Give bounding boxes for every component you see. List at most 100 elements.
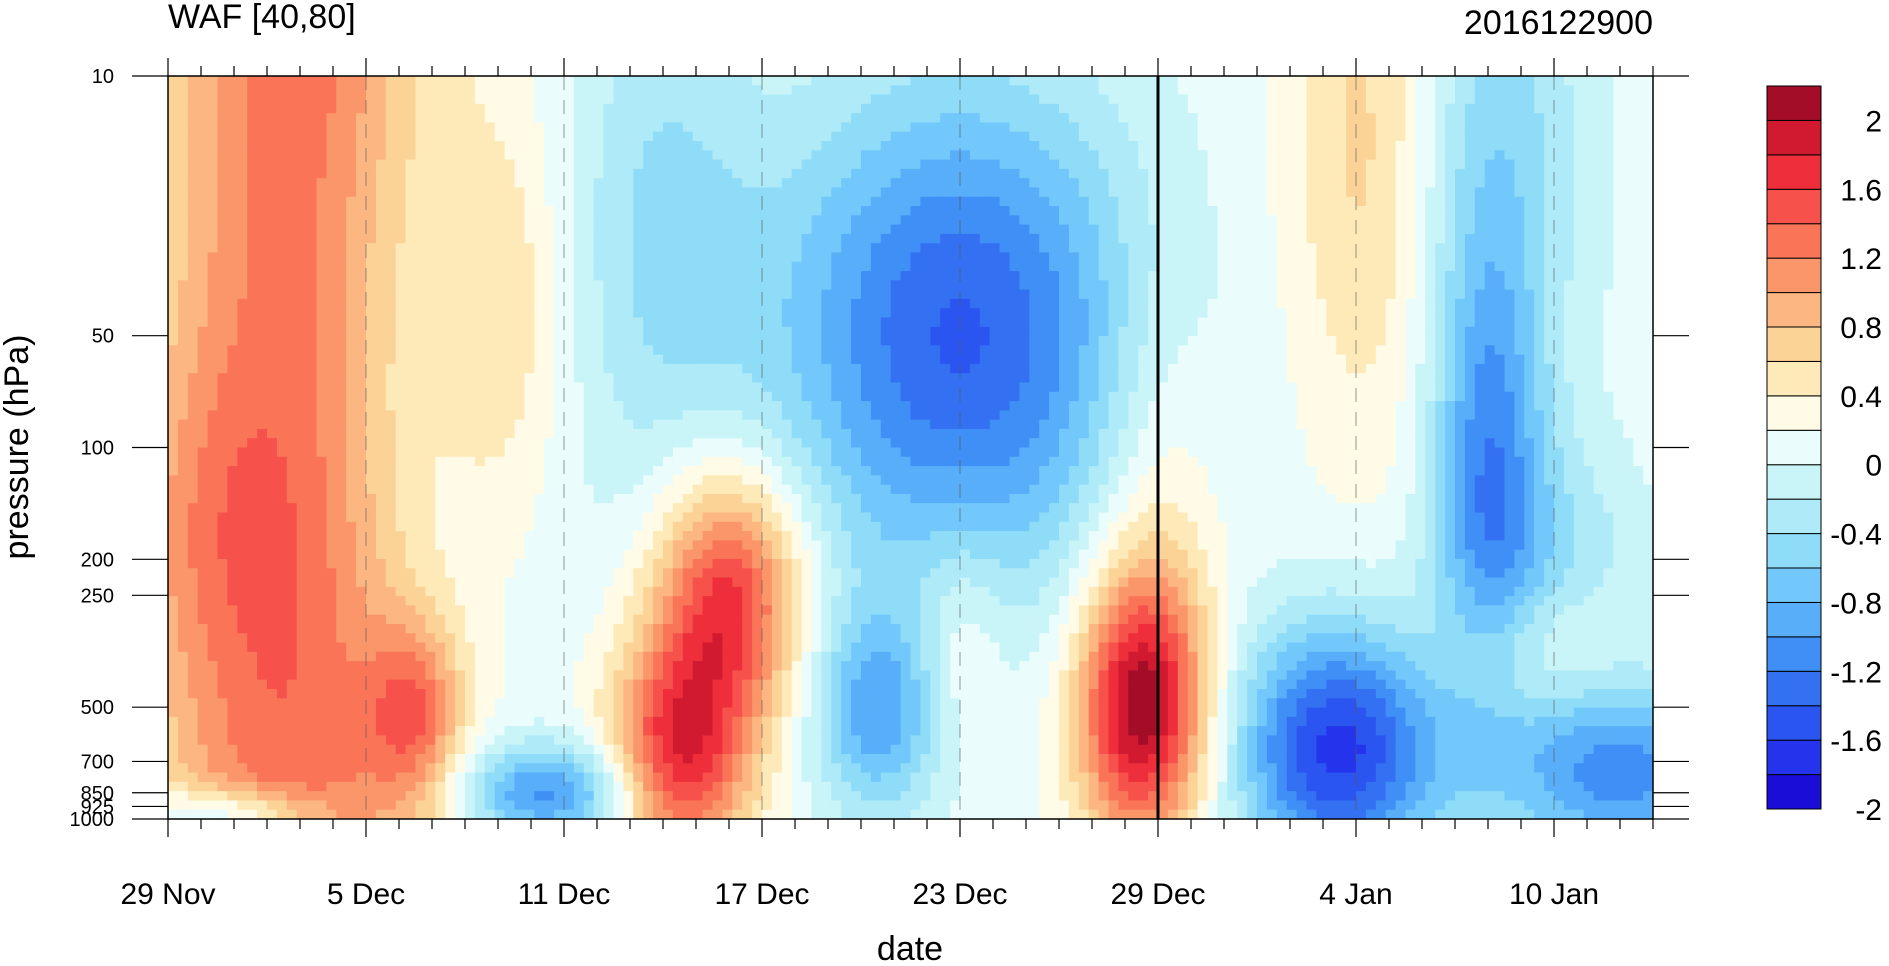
- field-cell: [504, 233, 516, 244]
- field-cell: [554, 456, 565, 467]
- field-cell: [187, 521, 199, 532]
- field-cell: [653, 596, 664, 606]
- field-cell: [187, 549, 199, 560]
- field-cell: [187, 679, 199, 690]
- field-cell: [445, 456, 456, 467]
- field-cell: [484, 308, 496, 319]
- field-cell: [752, 651, 763, 662]
- field-cell: [623, 159, 634, 170]
- field-cell: [395, 373, 407, 384]
- field-cell: [247, 94, 258, 105]
- field-cell: [504, 336, 516, 346]
- field-cell: [187, 271, 199, 281]
- field-cell: [306, 753, 318, 764]
- field-cell: [781, 141, 793, 151]
- field-cell: [534, 289, 545, 300]
- field-cell: [316, 168, 327, 179]
- field-cell: [247, 651, 258, 662]
- field-cell: [653, 688, 664, 699]
- field-cell: [712, 512, 723, 523]
- field-cell: [168, 456, 179, 467]
- field-cell: [227, 781, 238, 792]
- field-cell: [702, 280, 714, 291]
- field-cell: [672, 623, 684, 634]
- field-cell: [682, 475, 694, 486]
- field-cell: [583, 233, 595, 244]
- field-cell: [267, 206, 278, 216]
- field-cell: [573, 781, 585, 792]
- field-cell: [177, 558, 189, 569]
- field-cell: [762, 716, 773, 727]
- field-cell: [257, 224, 268, 235]
- field-cell: [544, 391, 555, 402]
- field-cell: [356, 661, 367, 671]
- field-cell: [257, 215, 268, 226]
- field-cell: [207, 382, 219, 393]
- field-cell: [692, 679, 704, 690]
- field-cell: [306, 141, 318, 151]
- field-cell: [276, 633, 288, 644]
- field-cell: [346, 549, 357, 560]
- field-cell: [177, 150, 189, 161]
- field-cell: [653, 781, 664, 792]
- field-cell: [445, 503, 456, 514]
- field-cell: [316, 243, 327, 254]
- field-cell: [742, 298, 753, 309]
- field-cell: [247, 753, 258, 764]
- field-cell: [603, 791, 615, 802]
- field-cell: [276, 401, 288, 411]
- field-cell: [672, 447, 684, 458]
- field-cell: [187, 243, 199, 254]
- field-cell: [405, 614, 417, 625]
- field-cell: [217, 215, 228, 226]
- field-cell: [623, 224, 634, 235]
- field-cell: [534, 558, 545, 569]
- field-cell: [445, 419, 456, 430]
- field-cell: [306, 76, 318, 86]
- field-cell: [771, 271, 783, 281]
- field-cell: [326, 447, 337, 458]
- field-cell: [296, 791, 308, 802]
- field-cell: [296, 168, 308, 179]
- field-cell: [425, 85, 436, 96]
- field-cell: [742, 261, 753, 272]
- field-cell: [247, 707, 258, 718]
- field-cell: [415, 159, 426, 170]
- field-cell: [702, 391, 714, 402]
- field-cell: [752, 521, 763, 532]
- field-cell: [771, 141, 783, 151]
- field-cell: [415, 661, 426, 671]
- field-cell: [593, 800, 605, 811]
- field-cell: [752, 809, 763, 819]
- field-cell: [326, 336, 337, 346]
- field-cell: [455, 382, 466, 393]
- field-cell: [663, 289, 674, 300]
- field-cell: [712, 298, 723, 309]
- field-cell: [366, 651, 377, 662]
- field-cell: [682, 614, 694, 625]
- field-cell: [375, 763, 387, 774]
- field-cell: [405, 753, 417, 764]
- field-cell: [692, 484, 704, 495]
- field-cell: [633, 373, 644, 384]
- field-cell: [573, 178, 585, 189]
- field-cell: [346, 168, 357, 179]
- field-cell: [514, 726, 525, 737]
- field-cell: [267, 243, 278, 254]
- field-cell: [395, 753, 407, 764]
- field-cell: [247, 438, 258, 449]
- field-cell: [227, 791, 238, 802]
- field-cell: [781, 159, 793, 170]
- field-cell: [375, 382, 387, 393]
- field-cell: [257, 716, 268, 727]
- field-cell: [177, 772, 189, 783]
- field-cell: [197, 521, 209, 532]
- field-cell: [177, 196, 189, 207]
- field-cell: [177, 596, 189, 606]
- field-cell: [306, 549, 318, 560]
- field-cell: [326, 215, 337, 226]
- field-cell: [366, 308, 377, 319]
- field-cell: [217, 363, 228, 374]
- field-cell: [207, 716, 219, 727]
- field-cell: [405, 401, 417, 411]
